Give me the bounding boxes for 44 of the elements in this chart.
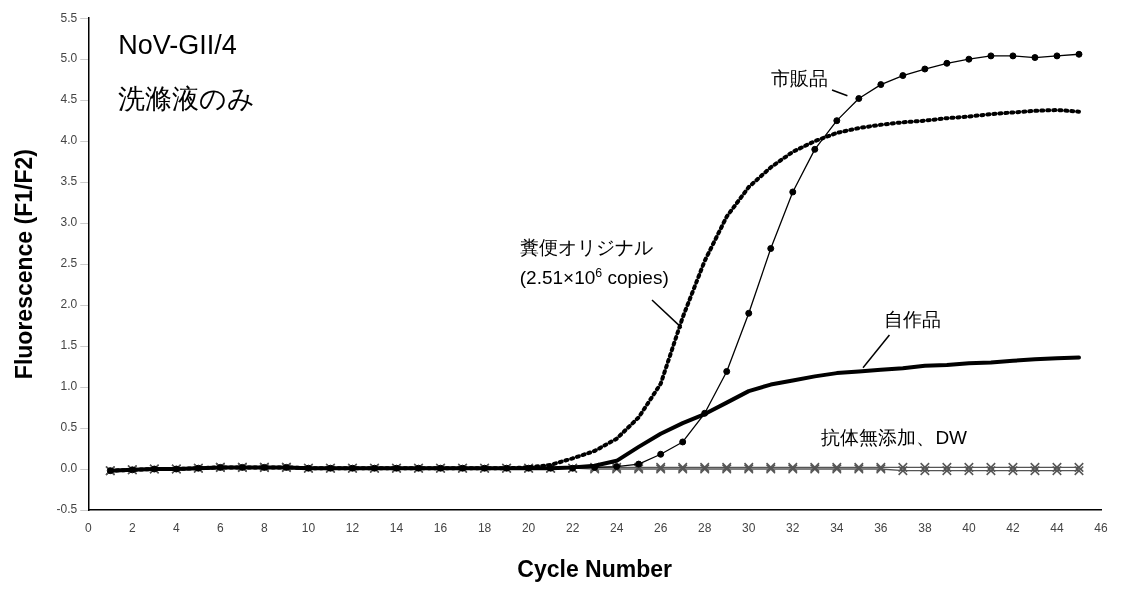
x-tick-label: 28 [698,520,712,535]
y-tick-label: 2.5 [60,256,78,271]
x-tick-label: 24 [609,520,624,535]
series-label: 抗体無添加、DW [821,427,968,449]
x-tick-label: 14 [389,520,404,535]
x-tick-label: 10 [301,520,316,535]
y-tick-label: 0.0 [60,461,78,476]
x-tick-label: 44 [1050,520,1064,535]
y-tick-label: 4.5 [60,92,78,107]
x-tick-label: 38 [918,520,932,535]
x-tick-label: 12 [345,520,360,535]
x-tick-label: 18 [477,520,492,535]
x-tick-label: 46 [1094,520,1108,535]
y-tick-label: 4.0 [60,133,78,148]
x-axis-title: Cycle Number [517,555,673,582]
chart-title: NoV-GII/4 [118,30,237,61]
x-tick-label: 8 [261,520,269,535]
series-label: 自作品 [884,308,942,330]
x-tick-label: 26 [654,520,668,535]
x-tick-label: 6 [217,520,225,535]
x-tick-label: 30 [742,520,756,535]
x-tick-label: 4 [173,520,180,535]
series-label: 市販品 [770,68,828,90]
y-tick-label: 3.5 [60,174,78,189]
x-tick-label: 34 [830,520,844,535]
x-tick-label: 16 [433,520,448,535]
x-tick-label: 40 [962,520,976,535]
text: 洗滌液のみ [118,84,256,115]
y-tick-label: 5.5 [60,10,78,25]
y-tick-label: 2.0 [60,297,78,312]
y-tick-label: 1.5 [60,338,78,353]
x-tick-label: 2 [128,520,136,535]
y-tick-label: 0.5 [60,420,78,435]
y-axis-title: Fluorescence (F1/F2) [11,149,38,380]
y-tick-label: 1.0 [60,379,78,394]
x-tick-label: 36 [874,520,888,535]
x-tick-label: 32 [786,520,800,535]
x-tick-label: 22 [565,520,580,535]
x-tick-label: 0 [84,520,92,535]
y-tick-label: -0.5 [56,502,78,517]
x-tick-label: 42 [1006,520,1020,535]
y-tick-label: 3.0 [60,215,78,230]
x-tick-label: 20 [521,520,536,535]
y-tick-label: 5.0 [60,51,78,66]
